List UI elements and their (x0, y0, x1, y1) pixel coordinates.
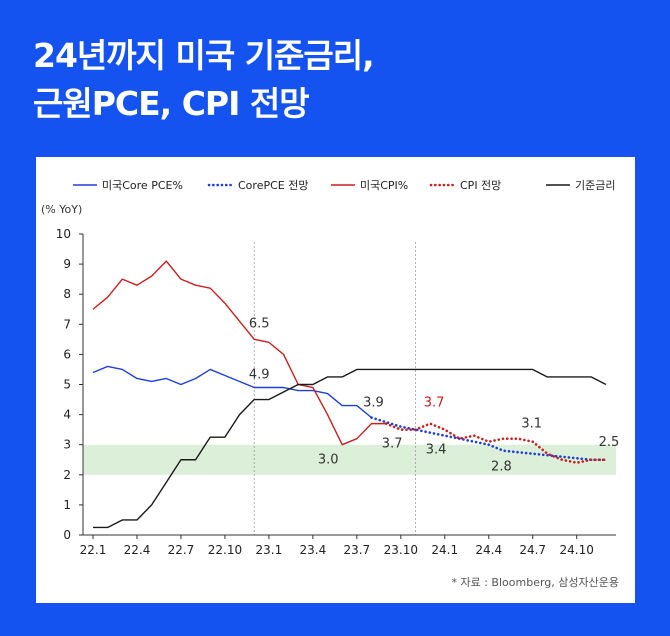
y-tick-label: 8 (63, 287, 71, 301)
series-line-3 (92, 260, 387, 446)
legend-label: CPI 전망 (460, 179, 501, 192)
y-tick-label: 10 (56, 227, 71, 241)
x-tick-label: 24.1 (431, 543, 458, 557)
series-line-5 (93, 368, 607, 529)
page-title-line-1: 24년까지 미국 기준금리, (33, 36, 375, 75)
data-label: 3.4 (426, 443, 447, 458)
x-tick-label: 24.10 (560, 543, 594, 557)
chart-legend: 미국Core PCE% CorePCE 전망 미국CPI% CPI 전망 기준금리 (73, 179, 615, 192)
y-tick-label: 9 (63, 257, 71, 271)
chart-svg: 미국Core PCE% CorePCE 전망 미국CPI% CPI 전망 기준금리 (%… (41, 179, 619, 557)
y-tick-label: 4 (63, 408, 71, 422)
data-label: 3.7 (382, 437, 403, 452)
x-tick-label: 22.4 (124, 543, 151, 557)
series-line-1 (92, 365, 372, 419)
page-title: 24년까지 미국 기준금리, 근원PCE, CPI 전망 (33, 32, 375, 128)
data-label: 2.8 (491, 460, 512, 475)
legend-label: CorePCE 전망 (238, 179, 308, 192)
y-tick-label: 0 (63, 528, 71, 542)
x-tick-label: 22.1 (80, 543, 107, 557)
data-label: 6.5 (249, 316, 270, 331)
y-tick-label: 5 (63, 378, 71, 392)
x-tick-label: 24.4 (475, 543, 502, 557)
y-tick-label: 6 (63, 347, 71, 361)
y-tick-label: 7 (63, 317, 71, 331)
x-tick-label: 23.1 (256, 543, 283, 557)
target-band (83, 444, 616, 475)
target-band-rect (83, 444, 616, 475)
x-tick-label: 23.10 (384, 543, 418, 557)
legend-label: 기준금리 (575, 179, 615, 192)
y-tick-label: 3 (63, 438, 71, 452)
x-tick-label: 22.7 (168, 543, 195, 557)
data-label: 3.0 (318, 453, 339, 468)
x-tick-label: 22.10 (208, 543, 242, 557)
x-tick-label: 24.7 (519, 543, 546, 557)
y-tick-label: 1 (63, 498, 71, 512)
page-title-line-2: 근원PCE, CPI 전망 (33, 84, 310, 123)
chart-series (92, 260, 608, 529)
x-tick-label: 23.7 (343, 543, 370, 557)
data-label: 3.7 (424, 396, 445, 411)
source-note: * 자료 : Bloomberg, 삼성자산운용 (451, 576, 620, 589)
data-labels: 6.5 4.9 3.9 3.0 3.7 3.7 3.4 2.8 3.1 2.5 (249, 316, 619, 474)
y-tick-label: 2 (63, 468, 71, 482)
data-label: 2.5 (599, 435, 620, 450)
legend-label: 미국Core PCE% (102, 179, 183, 192)
chart-card: 미국Core PCE% CorePCE 전망 미국CPI% CPI 전망 기준금리 (%… (36, 157, 635, 603)
reference-lines (253, 242, 416, 535)
y-axis-label: (% YoY) (41, 203, 82, 216)
chart-axes: 0 1 2 3 4 5 6 7 8 9 10 22.1 22.4 22.7 22.10 23.1 23.4 23.… (56, 227, 616, 557)
x-tick-label: 23.4 (299, 543, 326, 557)
legend-label: 미국CPI% (360, 179, 408, 192)
series-line-4 (384, 422, 608, 465)
data-label: 3.9 (363, 396, 384, 411)
series-line-2 (370, 416, 608, 462)
data-label: 3.1 (521, 417, 542, 432)
data-label: 4.9 (249, 368, 270, 383)
